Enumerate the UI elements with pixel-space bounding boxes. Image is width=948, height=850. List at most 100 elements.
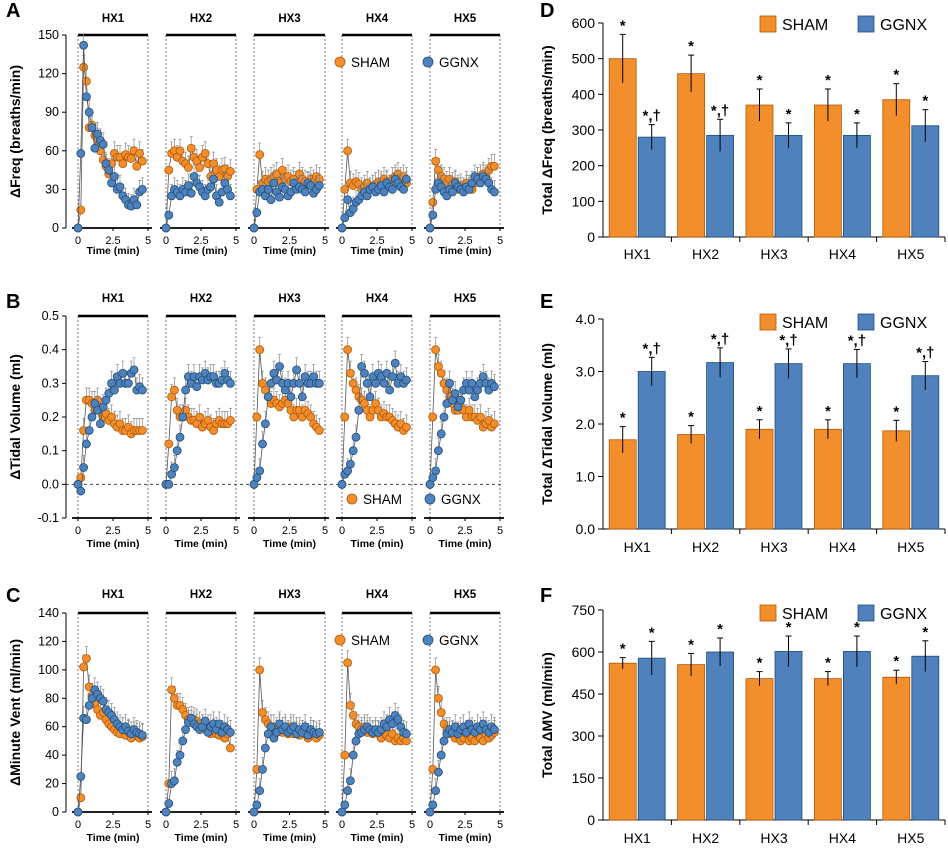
- bar-ggnx: [774, 134, 803, 238]
- data-point-sham: [167, 685, 177, 695]
- data-point-sham: [348, 710, 358, 720]
- x-tick-label: 0: [427, 819, 433, 831]
- category-label: HX2: [692, 539, 719, 555]
- significance-marker: *: [757, 655, 763, 672]
- data-point-ggnx: [206, 182, 216, 192]
- data-point-sham: [79, 662, 88, 672]
- x-axis-title: Time (min): [263, 832, 316, 844]
- y-tick-label: 120: [38, 67, 59, 81]
- subplot-hx4: HX4 0 2.5 5 Time (min): [336, 293, 416, 550]
- bar-ggnx: [706, 134, 734, 238]
- data-point-ggnx: [82, 439, 91, 449]
- x-tick-label: 5: [497, 235, 503, 247]
- data-point-ggnx: [343, 786, 353, 796]
- significance-marker: *: [717, 621, 723, 638]
- y-tick-label: 0.0: [576, 521, 596, 537]
- x-tick-label: 2.5: [193, 235, 208, 247]
- y-tick-label: 300: [572, 728, 596, 744]
- data-point-ggnx: [263, 392, 273, 402]
- y-tick-label: 600: [572, 644, 596, 660]
- data-point-sham: [436, 708, 446, 717]
- data-point-ggnx: [258, 764, 267, 774]
- category-label: HX5: [897, 830, 924, 846]
- subplot-label: HX3: [278, 293, 300, 305]
- x-tick-label: 2.5: [457, 819, 472, 831]
- data-point-sham: [255, 150, 265, 160]
- data-point-ggnx: [351, 432, 361, 442]
- data-point-ggnx: [98, 139, 108, 149]
- significance-marker: *: [757, 403, 763, 420]
- y-tick-label: 0.0: [42, 477, 59, 491]
- data-point-ggnx: [269, 178, 279, 188]
- data-point-ggnx: [115, 182, 125, 192]
- data-point-sham: [225, 415, 235, 425]
- subplot-label: HX1: [102, 293, 125, 305]
- category-label: HX5: [897, 539, 924, 555]
- significance-marker: *: [893, 67, 899, 84]
- data-point-sham: [428, 197, 438, 207]
- subplot-hx5: HX5 0 2.5 5 Time (min): [424, 293, 504, 550]
- category-label: HX5: [897, 246, 924, 262]
- y-tick-label: 0: [587, 229, 595, 245]
- y-tick-label: 1.0: [576, 469, 596, 485]
- subplot-hx3: HX3 0 2.5 5 Time (min): [248, 13, 329, 257]
- data-point-ggnx: [73, 807, 83, 817]
- bar-sham: [882, 99, 911, 238]
- data-point-sham: [436, 368, 446, 378]
- data-point-sham: [345, 368, 355, 378]
- data-point-ggnx: [181, 385, 191, 395]
- data-point-sham: [76, 793, 86, 803]
- category-label: HX1: [624, 830, 651, 846]
- y-tick-label: 0.2: [42, 410, 59, 424]
- data-point-ggnx: [172, 446, 182, 456]
- data-point-sham: [431, 665, 441, 675]
- data-point-ggnx: [337, 223, 347, 233]
- y-tick-label: 120: [38, 634, 59, 648]
- data-point-sham: [186, 143, 196, 153]
- bar-ggnx: [706, 362, 734, 530]
- x-axis-title: Time (min): [87, 832, 140, 844]
- data-point-ggnx: [183, 181, 193, 190]
- data-point-ggnx: [200, 716, 210, 726]
- bar-sham: [608, 439, 637, 530]
- data-point-ggnx: [164, 210, 174, 220]
- data-point-sham: [82, 654, 91, 663]
- legend-swatch-sham: [759, 15, 777, 33]
- panel-b: B -0.1 0.0 0.1 0.2 0.3 0.4 0.5 ΔTidal Volume (ml…: [6, 291, 504, 550]
- data-point-sham: [164, 165, 174, 175]
- data-point-ggnx: [110, 385, 119, 395]
- data-point-sham: [343, 146, 353, 156]
- bar-sham: [677, 434, 705, 530]
- data-point-sham: [195, 412, 205, 422]
- data-point-ggnx: [314, 378, 324, 388]
- x-tick-label: 5: [322, 525, 328, 537]
- data-point-ggnx: [292, 365, 302, 375]
- significance-marker: *: [825, 72, 831, 89]
- category-label: HX2: [692, 246, 719, 262]
- x-tick-label: 2.5: [457, 235, 472, 247]
- x-axis-title: Time (min): [175, 832, 228, 844]
- data-point-ggnx: [178, 412, 188, 422]
- significance-marker: *: [825, 403, 831, 420]
- data-point-ggnx: [169, 776, 179, 786]
- data-point-sham: [343, 345, 353, 355]
- y-tick-label: 80: [45, 691, 59, 705]
- subplot-label: HX5: [454, 13, 477, 25]
- data-point-sham: [489, 419, 499, 429]
- category-label: HX3: [760, 539, 787, 555]
- data-point-ggnx: [137, 730, 147, 740]
- data-point-ggnx: [175, 432, 185, 442]
- bar-ggnx: [706, 651, 734, 821]
- x-tick-label: 2.5: [369, 819, 384, 831]
- legend-marker-sham: [334, 56, 346, 68]
- data-point-ggnx: [489, 382, 499, 392]
- significance-marker: *: [893, 653, 899, 670]
- significance-marker: *: [922, 624, 928, 641]
- y-tick-label: 750: [572, 602, 596, 618]
- data-point-ggnx: [98, 696, 108, 706]
- legend-label-ggnx: GGNX: [439, 55, 479, 70]
- y-tick-label: 300: [572, 122, 596, 138]
- data-point-ggnx: [314, 181, 324, 190]
- data-point-ggnx: [436, 750, 446, 760]
- data-point-ggnx: [450, 389, 460, 398]
